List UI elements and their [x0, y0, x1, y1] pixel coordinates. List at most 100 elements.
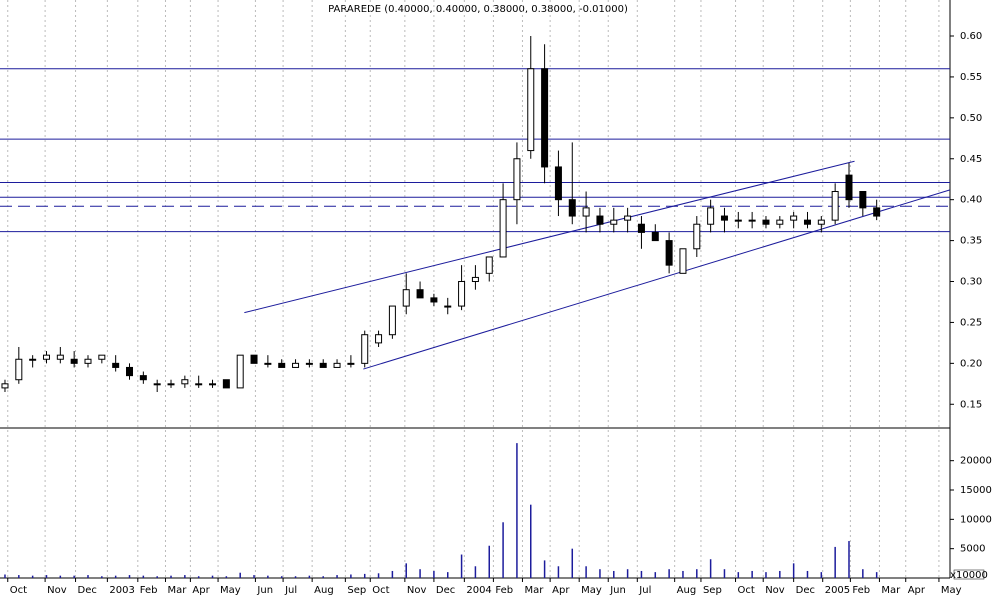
- candle-body: [153, 383, 161, 386]
- chart-title: PARAREDE (0.40000, 0.40000, 0.38000, 0.3…: [328, 4, 628, 15]
- candle-body: [112, 362, 120, 368]
- candle-body: [181, 379, 189, 385]
- candle-body: [762, 219, 770, 225]
- x-tick-label: Jul: [638, 585, 651, 595]
- candle-body: [15, 358, 23, 381]
- x-tick-label: Jun: [609, 585, 626, 595]
- candle-body: [568, 199, 576, 217]
- candle-body: [56, 354, 64, 360]
- candle-body: [264, 362, 272, 365]
- candle-body: [375, 334, 383, 344]
- x-tick-label: Apr: [552, 585, 570, 595]
- candle-body: [499, 199, 507, 258]
- candle-body: [195, 383, 203, 386]
- candle-body: [554, 166, 562, 201]
- candle-body: [458, 281, 466, 307]
- y-tick-label: 0.30: [960, 277, 982, 288]
- x-tick-label: Nov: [407, 585, 427, 595]
- x-tick-label: Sep: [347, 585, 366, 595]
- x-tick-label: Feb: [852, 585, 870, 595]
- x-tick-label: 2003: [109, 585, 134, 595]
- candle-body: [236, 354, 244, 389]
- candle-body: [859, 190, 867, 209]
- multiplier-box: [953, 569, 985, 580]
- x-tick-label: Apr: [192, 585, 210, 595]
- x-tick-label: Jul: [284, 585, 297, 595]
- candle-body: [250, 354, 258, 364]
- x-tick-label: Apr: [908, 585, 926, 595]
- candle-body: [845, 174, 853, 201]
- x-tick-label: May: [581, 585, 602, 595]
- x-tick-label: Feb: [495, 585, 513, 595]
- y-tick-label: 10000: [960, 514, 992, 525]
- candle-body: [748, 219, 756, 222]
- candle-body: [319, 362, 327, 368]
- x-tick-label: 2004: [466, 585, 491, 595]
- trend-line: [244, 160, 855, 314]
- x-tick-label: May: [941, 585, 962, 595]
- x-tick-label: Nov: [47, 585, 67, 595]
- candle-body: [444, 305, 452, 308]
- x-tick-label: Mar: [167, 585, 187, 595]
- candle-body: [333, 362, 341, 368]
- candle-body: [831, 190, 839, 221]
- candle-body: [513, 158, 521, 201]
- x-tick-label: Oct: [10, 585, 27, 595]
- candle-body: [402, 289, 410, 307]
- candle-body: [388, 305, 396, 336]
- x-tick-label: 2005: [825, 585, 850, 595]
- candle-body: [126, 366, 134, 377]
- candle-body: [430, 297, 438, 303]
- candle-body: [790, 215, 798, 221]
- x-tick-label: Mar: [881, 585, 901, 595]
- candle-body: [817, 219, 825, 225]
- candle-body: [278, 362, 286, 368]
- candle-body: [527, 68, 535, 152]
- x-tick-label: Aug: [314, 585, 334, 595]
- x-tick-label: Mar: [524, 585, 544, 595]
- candle-body: [139, 375, 147, 381]
- y-tick-label: 0.60: [960, 31, 982, 42]
- candle-body: [471, 276, 479, 283]
- x-tick-label: Feb: [140, 585, 158, 595]
- candle-body: [803, 219, 811, 225]
- x-tick-label: Dec: [78, 585, 97, 595]
- candle-body: [292, 362, 300, 368]
- x-tick-label: Dec: [796, 585, 815, 595]
- candle-body: [305, 362, 313, 365]
- y-tick-label: 0.45: [960, 154, 982, 165]
- candle-body: [347, 362, 355, 365]
- x-tick-label: Nov: [765, 585, 785, 595]
- candle-body: [637, 223, 645, 233]
- x-tick-label: Sep: [703, 585, 722, 595]
- candle-body: [873, 207, 881, 217]
- y-tick-label: 0.20: [960, 358, 982, 369]
- candle-body: [70, 358, 78, 364]
- y-tick-label: 0.15: [960, 399, 982, 410]
- candle-body: [209, 383, 217, 386]
- candle-body: [665, 240, 673, 266]
- candle-body: [596, 215, 604, 225]
- trend-line: [363, 189, 951, 370]
- candle-body: [42, 354, 50, 360]
- candle-body: [98, 354, 106, 360]
- candle-body: [541, 68, 549, 168]
- y-tick-label: 15000: [960, 485, 992, 496]
- x-tick-label: Dec: [436, 585, 455, 595]
- candle-body: [84, 358, 92, 364]
- candle-body: [679, 248, 687, 274]
- y-tick-label: 0.35: [960, 236, 982, 247]
- y-tick-label: 0.50: [960, 113, 982, 124]
- candle-body: [707, 207, 715, 225]
- candle-body: [720, 215, 728, 221]
- candle-body: [485, 256, 493, 274]
- candle-body: [624, 215, 632, 221]
- candle-body: [610, 219, 618, 225]
- x-tick-label: Aug: [677, 585, 697, 595]
- candle-body: [776, 219, 784, 225]
- candle-body: [651, 231, 659, 242]
- x-tick-label: May: [220, 585, 241, 595]
- candle-body: [29, 358, 37, 361]
